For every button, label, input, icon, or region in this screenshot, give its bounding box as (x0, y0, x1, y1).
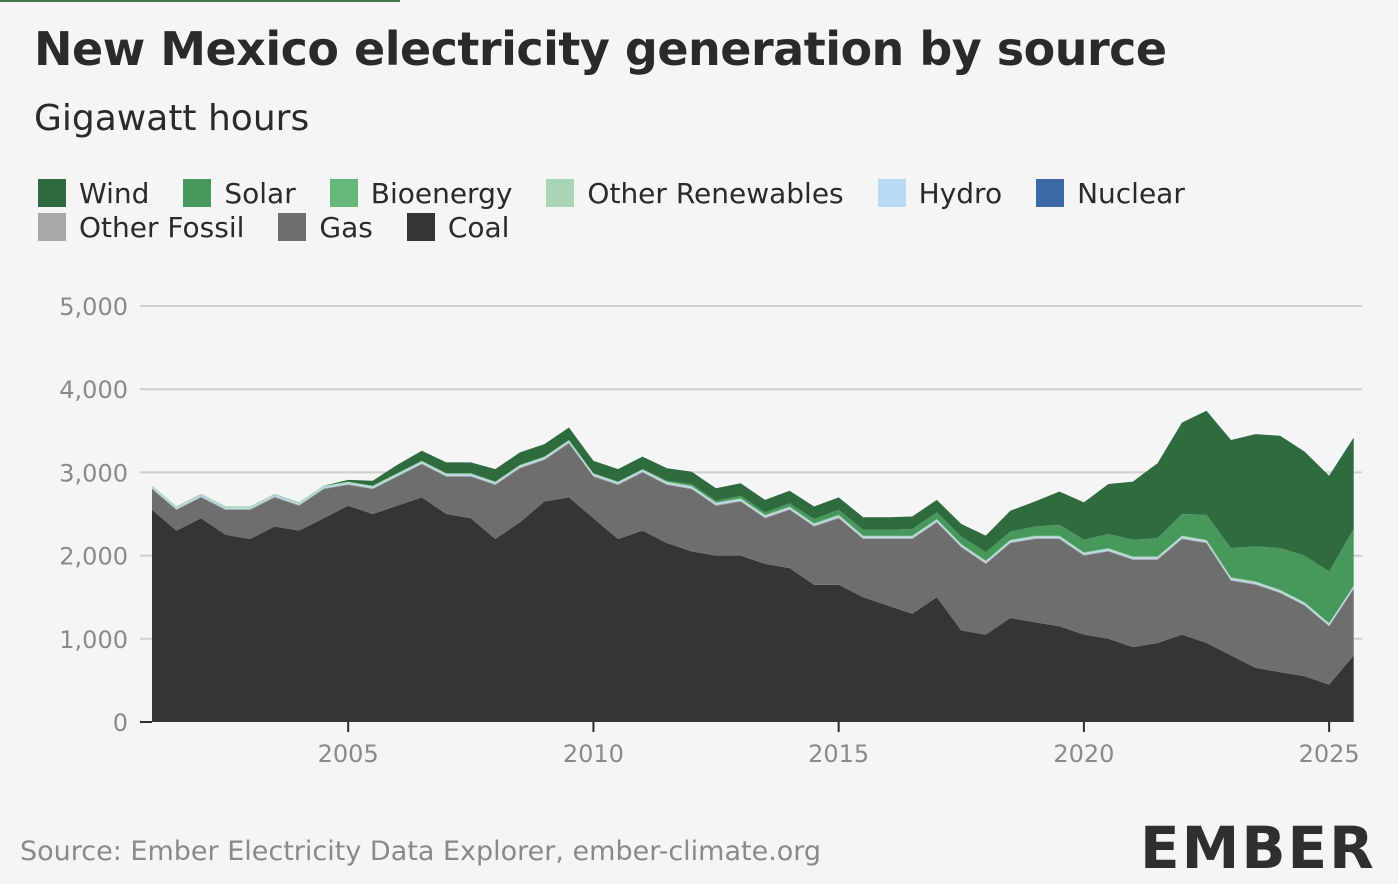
legend-label-other-fossil: Other Fossil (79, 210, 245, 244)
stacked-area-chart: 0 1,000 2,000 3,000 4,000 5,000 2005 2010 2015 20… (59, 293, 1362, 768)
source-note: Source: Ember Electricity Data Explorer,… (20, 836, 822, 867)
x-tick-label-2020: 2020 (1053, 740, 1114, 768)
legend-row-1: Wind Solar Bioenergy Other Renewables Hy… (38, 176, 1338, 210)
legend-label-wind: Wind (79, 176, 150, 210)
legend-label-bioenergy: Bioenergy (370, 176, 513, 210)
chart-subtitle: Gigawatt hours (34, 98, 310, 139)
legend-item-nuclear[interactable]: Nuclear (1036, 177, 1185, 210)
area-gas (152, 443, 1354, 685)
legend-swatch-bioenergy (329, 179, 358, 207)
legend-label-other-renewables: Other Renewables (587, 176, 844, 210)
legend-item-gas[interactable]: Gas (278, 210, 373, 244)
y-tick-label-2000: 2,000 (59, 543, 128, 571)
area-coal (152, 497, 1354, 722)
legend-swatch-coal (406, 213, 435, 241)
legend-item-solar[interactable]: Solar (183, 176, 296, 210)
legend-label-gas: Gas (319, 210, 373, 244)
y-tick-label-3000: 3,000 (59, 459, 128, 487)
top-accent-line (0, 0, 400, 2)
legend-swatch-other-renewables (546, 179, 575, 207)
legend-item-coal[interactable]: Coal (406, 210, 510, 244)
legend-item-other-fossil[interactable]: Other Fossil (38, 211, 244, 244)
legend-label-coal: Coal (447, 210, 510, 244)
ember-logo: EMBER (1140, 814, 1376, 882)
legend-swatch-gas (278, 213, 307, 241)
legend-item-other-renewables[interactable]: Other Renewables (546, 176, 844, 210)
x-tick-label-2025: 2025 (1299, 740, 1360, 768)
area-wind (152, 410, 1354, 572)
legend: Wind Solar Bioenergy Other Renewables Hy… (38, 176, 1338, 244)
x-tick-label-2010: 2010 (563, 740, 624, 768)
legend-label-hydro: Hydro (918, 176, 1003, 210)
chart-title: New Mexico electricity generation by sou… (34, 22, 1167, 76)
legend-swatch-nuclear (1036, 179, 1065, 207)
legend-swatch-wind (38, 179, 66, 207)
legend-item-bioenergy[interactable]: Bioenergy (329, 176, 513, 210)
y-tick-label-5000: 5,000 (59, 293, 128, 321)
x-tick-label-2015: 2015 (808, 740, 869, 768)
legend-row-2: Other Fossil Gas Coal (38, 210, 1338, 244)
legend-item-hydro[interactable]: Hydro (877, 176, 1003, 210)
legend-swatch-other-fossil (38, 213, 66, 241)
legend-label-nuclear: Nuclear (1077, 176, 1185, 210)
legend-swatch-solar (183, 179, 212, 207)
y-tick-label-1000: 1,000 (59, 626, 128, 654)
legend-item-wind[interactable]: Wind (38, 177, 149, 210)
legend-label-solar: Solar (224, 176, 296, 210)
x-tick-label-2005: 2005 (318, 740, 379, 768)
y-tick-label-4000: 4,000 (59, 376, 128, 404)
legend-swatch-hydro (877, 179, 906, 207)
y-tick-label-0: 0 (113, 709, 128, 737)
